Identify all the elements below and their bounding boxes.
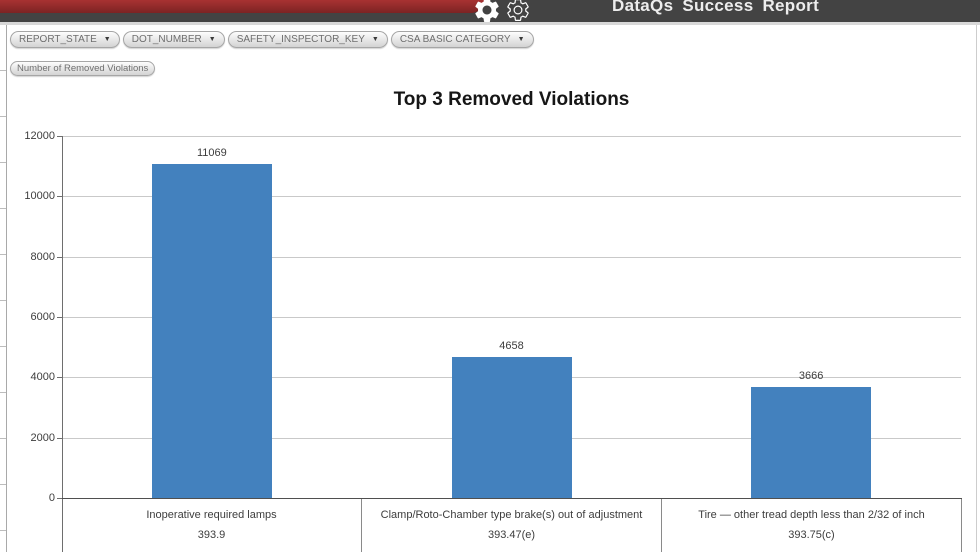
y-tick-label: 2000 — [30, 431, 55, 444]
filter-label: SAFETY_INSPECTOR_KEY — [236, 34, 365, 45]
filter-label: DOT_NUMBER — [131, 34, 202, 45]
y-tick-mark — [57, 317, 62, 318]
bar-data-label: 3666 — [798, 370, 824, 383]
y-tick-mark — [57, 136, 62, 137]
plot-area: 11069 4658 3666 — [62, 136, 961, 498]
gear-icon — [507, 0, 529, 21]
measure-field-label: Number of Removed Violations — [17, 63, 149, 74]
gridline — [62, 196, 961, 198]
y-tick-label: 8000 — [30, 250, 55, 263]
filter-dropdown-report-state[interactable]: REPORT_STATE ▼ — [10, 31, 120, 48]
category-axis: Inoperative required lamps 393.9 Clamp/Rot… — [62, 499, 962, 552]
left-ruler-ticks — [0, 25, 6, 552]
filter-dropdown-csa basic category[interactable]: CSA BASIC CATEGORY ▼ — [390, 31, 534, 48]
filter-row: REPORT_STATE ▼ DOT_NUMBER ▼ SAFETY_INSPECTOR… — [10, 31, 534, 48]
chevron-down-icon[interactable]: ▼ — [208, 36, 216, 43]
y-tick-mark — [57, 437, 62, 439]
filter-label: REPORT_STATE — [19, 34, 97, 45]
y-tick-mark — [57, 196, 62, 198]
category-label-box: Inoperative required lamps 393.9 — [62, 499, 362, 552]
category-label-box: Clamp/Roto-Chamber type brake(s) out of … — [362, 499, 662, 552]
gridline — [62, 317, 961, 318]
y-tick-label: 6000 — [30, 311, 55, 323]
category-code: 393.75(c) — [788, 529, 835, 541]
category-label-box: Tire — other tread depth less than 2/32 … — [662, 499, 962, 552]
bar-393.9[interactable] — [151, 164, 272, 498]
right-frame-border — [976, 25, 977, 552]
category-description: Tire — other tread depth less than 2/32 … — [698, 509, 925, 521]
x-axis-line — [62, 498, 962, 499]
y-tick-mark — [57, 498, 62, 499]
y-tick-mark — [57, 377, 62, 379]
left-frame-border — [6, 25, 7, 552]
category-description: Inoperative required lamps — [146, 509, 277, 521]
gridline — [62, 256, 961, 258]
report-title: DataQs Success Report — [612, 0, 820, 15]
y-tick-mark — [57, 256, 62, 258]
filter-label: CSA BASIC CATEGORY — [399, 34, 511, 45]
category-description: Clamp/Roto-Chamber type brake(s) out of … — [380, 509, 643, 521]
gridline — [62, 136, 961, 137]
chart-title: Top 3 Removed Violations — [393, 89, 630, 110]
measure-field-button[interactable]: Number of Removed Violations — [10, 61, 156, 76]
y-tick-label: 4000 — [30, 371, 55, 384]
bar-data-label: 4658 — [499, 340, 524, 353]
header-divider — [0, 22, 980, 25]
bar-data-label: 11069 — [196, 147, 227, 160]
measure-row: Number of Removed Violations — [10, 58, 156, 76]
filter-dropdown-dot-number[interactable]: DOT_NUMBER ▼ — [122, 31, 225, 48]
y-tick-label: 0 — [48, 492, 55, 504]
header-bar: DataQs Success Report — [0, 0, 980, 22]
chevron-down-icon[interactable]: ▼ — [103, 36, 111, 43]
category-code: 393.9 — [197, 529, 226, 541]
chevron-down-icon[interactable]: ▼ — [371, 36, 379, 43]
gear-icon — [475, 0, 499, 22]
bar-393.75(c)[interactable] — [751, 387, 872, 498]
bar-393.47(e)[interactable] — [451, 357, 572, 498]
filter-dropdown-safety-inspector-key[interactable]: SAFETY_INSPECTOR_KEY ▼ — [227, 31, 388, 48]
y-axis-line — [62, 136, 63, 552]
y-tick-label: 10000 — [24, 190, 55, 203]
y-tick-label: 12000 — [24, 130, 55, 142]
red-ribbon — [0, 0, 484, 13]
chevron-down-icon[interactable]: ▼ — [517, 36, 525, 43]
category-code: 393.47(e) — [487, 529, 536, 541]
